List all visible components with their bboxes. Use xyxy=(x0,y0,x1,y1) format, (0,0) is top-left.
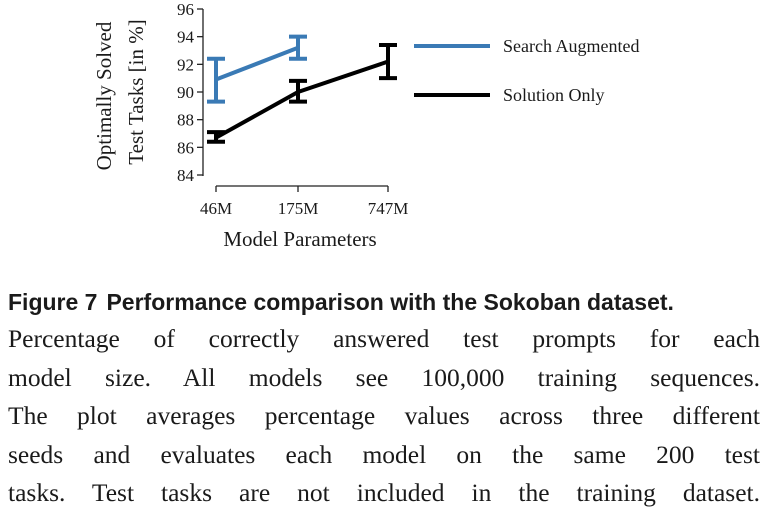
line-chart: Optimally Solved Test Tasks [in %] 84868… xyxy=(92,0,639,251)
figure-label: Figure 7 xyxy=(8,289,98,315)
series-solution-only xyxy=(207,42,397,144)
axes: 84 86 88 90 92 94 96 46M 175M 747M xyxy=(177,0,408,218)
y-tick-label: 94 xyxy=(177,28,195,47)
x-tick-label: 46M xyxy=(200,199,232,218)
x-axis-title: Model Parameters xyxy=(223,227,376,251)
y-tick-label: 96 xyxy=(177,0,194,19)
error-bar xyxy=(379,42,397,81)
x-tick-label: 175M xyxy=(278,199,319,218)
y-tick-label: 88 xyxy=(177,111,194,130)
error-bar xyxy=(207,130,225,144)
series-line xyxy=(215,45,299,82)
series-line xyxy=(215,59,389,140)
caption-line-5: tasks. Test tasks are not included in th… xyxy=(8,478,760,507)
figure-caption: Figure 7 Performance comparison with the … xyxy=(8,284,760,513)
y-axis-title-line-1: Optimally Solved xyxy=(92,21,116,170)
legend: Search Augmented Solution Only xyxy=(414,36,639,105)
caption-line-3: The plot averages percentage values acro… xyxy=(8,401,760,430)
legend-item: Search Augmented xyxy=(414,36,639,56)
series-search-augmented xyxy=(207,34,307,104)
y-tick-label: 92 xyxy=(177,55,194,74)
y-tick-label: 86 xyxy=(177,138,194,157)
series-layer xyxy=(207,34,397,144)
error-bar xyxy=(207,56,225,104)
figure-heading: Figure 7 Performance comparison with the … xyxy=(8,284,760,320)
legend-item: Solution Only xyxy=(414,85,605,105)
figure-title: Performance comparison with the Sokoban … xyxy=(106,289,674,315)
y-tick-label: 84 xyxy=(177,166,195,185)
y-axis-title-line-2: Test Tasks [in %] xyxy=(124,19,148,164)
caption-line-1: Percentage of correctly answered test pr… xyxy=(8,324,760,353)
legend-label: Solution Only xyxy=(503,85,605,105)
y-axis-title: Optimally Solved Test Tasks [in %] xyxy=(92,19,148,170)
error-bar xyxy=(289,34,307,61)
x-tick-label: 747M xyxy=(368,199,409,218)
error-bar xyxy=(289,78,307,104)
legend-label: Search Augmented xyxy=(503,36,639,56)
y-tick-label: 90 xyxy=(177,83,194,102)
caption-line-4: seeds and evaluates each model on the sa… xyxy=(8,439,760,469)
caption-line-2: model size. All models see 100,000 train… xyxy=(8,362,760,392)
